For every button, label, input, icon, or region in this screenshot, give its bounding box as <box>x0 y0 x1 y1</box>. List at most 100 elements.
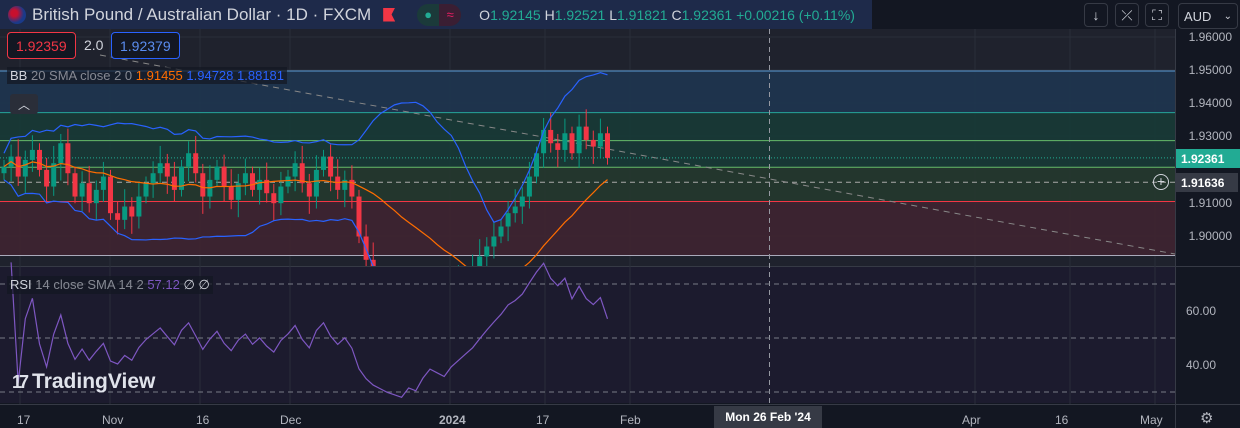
rsi-line <box>10 262 609 398</box>
price-tick: 1.95000 <box>1188 63 1232 77</box>
candle-body <box>221 166 227 187</box>
candle-body <box>505 213 511 227</box>
candle-body <box>22 159 28 177</box>
candle-body <box>86 183 92 204</box>
candle-body <box>51 163 57 187</box>
candle-body <box>356 196 362 237</box>
candle-body <box>342 179 348 190</box>
zone-red <box>0 201 1175 256</box>
candle-body <box>79 183 85 197</box>
candle-body <box>285 176 291 187</box>
rsi-tick: 60.00 <box>1185 304 1216 318</box>
candle-body <box>257 179 263 190</box>
price-tick: 1.94000 <box>1188 96 1232 110</box>
symbol-header: British Pound / Australian Dollar · 1D ·… <box>0 0 872 29</box>
candle-body <box>484 246 490 257</box>
candle-body <box>143 183 149 197</box>
price-tick: 1.90000 <box>1188 229 1232 243</box>
tradingview-logo[interactable]: 17 TradingView <box>12 370 156 393</box>
candle-body <box>58 143 64 164</box>
candle-body <box>491 236 497 247</box>
candle-body <box>321 156 326 170</box>
candle-body <box>526 176 532 197</box>
collapse-legend-button[interactable]: ︿ <box>10 94 38 114</box>
candle-body <box>108 176 113 214</box>
rsi-tick: 40.00 <box>1185 358 1216 372</box>
time-tick: Apr <box>962 413 981 427</box>
chevron-down-icon: ⌄ <box>1223 10 1232 22</box>
time-tick: 16 <box>196 413 210 427</box>
spread: 2.0 <box>84 37 104 53</box>
wave-icon: ≈ <box>439 3 462 26</box>
candle-body <box>93 189 99 204</box>
candle-body <box>477 256 483 266</box>
candle-body <box>597 133 603 147</box>
ohlc-values: O1.92145 H1.92521 L1.91821 C1.92361 +0.0… <box>479 6 855 23</box>
candle-body <box>349 179 355 197</box>
candle-body <box>569 133 575 154</box>
bb-lower-band <box>3 179 374 266</box>
candle-body <box>306 183 312 197</box>
candle-body <box>292 163 298 177</box>
time-tick: Nov <box>102 413 124 427</box>
settings-gear-icon[interactable]: ⚙ <box>1200 410 1214 427</box>
candle-body <box>328 156 334 177</box>
candle-body <box>264 179 270 194</box>
candle-body <box>576 126 582 154</box>
candle-body <box>278 186 284 204</box>
candle-body <box>519 196 525 207</box>
candle-body <box>122 206 128 220</box>
price-tick: 1.96000 <box>1188 30 1232 44</box>
collapse-button[interactable]: ⤫ <box>1115 3 1139 27</box>
candle-body <box>150 173 156 184</box>
candle-body <box>179 166 184 190</box>
currency-select[interactable]: AUD ⌄ <box>1178 3 1238 29</box>
tradingview-logo-icon: 17 <box>12 371 29 392</box>
cursor-date-tag: Mon 26 Feb '24 <box>714 406 822 428</box>
last-price-tag: 1.92361 <box>1176 149 1240 168</box>
candle-body <box>129 206 135 217</box>
candles <box>1 72 610 266</box>
candle-body <box>186 153 192 167</box>
bb-upper-band <box>3 72 608 223</box>
bb-legend[interactable]: BB 20 SMA close 2 0 1.91455 1.94728 1.88… <box>7 67 288 84</box>
candle-body <box>370 259 376 266</box>
sell-button[interactable]: 1.92359 <box>7 32 76 59</box>
candle-body <box>590 139 596 147</box>
price-tick: 1.91000 <box>1188 196 1232 210</box>
candle-body <box>136 196 142 217</box>
time-tick: 17 <box>17 413 31 427</box>
fullscreen-button[interactable]: ⛶ <box>1145 3 1169 27</box>
candle-body <box>541 129 547 154</box>
candle-body <box>335 176 341 190</box>
candle-body <box>555 143 561 150</box>
candle-body <box>65 143 71 174</box>
gbp-aud-flag-icon <box>8 5 26 24</box>
price-tick: 1.93000 <box>1188 129 1232 143</box>
market-status[interactable]: ● ≈ <box>417 3 462 26</box>
candle-body <box>299 163 305 184</box>
candle-body <box>100 176 106 190</box>
flag-icon[interactable] <box>383 7 396 22</box>
buy-button[interactable]: 1.92379 <box>111 32 180 59</box>
candle-body <box>562 133 568 150</box>
candle-body <box>72 173 78 197</box>
candle-body <box>171 176 177 190</box>
candle-body <box>44 169 50 187</box>
time-tick: 16 <box>1055 413 1069 427</box>
time-tick: Dec <box>280 413 302 427</box>
candle-body <box>164 163 170 177</box>
time-tick: 17 <box>536 413 550 427</box>
candle-body <box>242 173 248 184</box>
arrow-down-button[interactable]: ↓ <box>1084 3 1108 27</box>
rsi-legend[interactable]: RSI 14 close SMA 14 2 57.12 ∅ ∅ <box>7 276 213 294</box>
candle-body <box>605 133 610 158</box>
candle-body <box>235 183 241 200</box>
candle-body <box>29 149 35 160</box>
candle-body <box>313 169 319 197</box>
candle-body <box>37 149 42 170</box>
price-axis <box>1175 29 1240 409</box>
symbol-title[interactable]: British Pound / Australian Dollar · 1D ·… <box>32 4 372 24</box>
add-alert-plus-icon[interactable]: + <box>1153 174 1169 190</box>
